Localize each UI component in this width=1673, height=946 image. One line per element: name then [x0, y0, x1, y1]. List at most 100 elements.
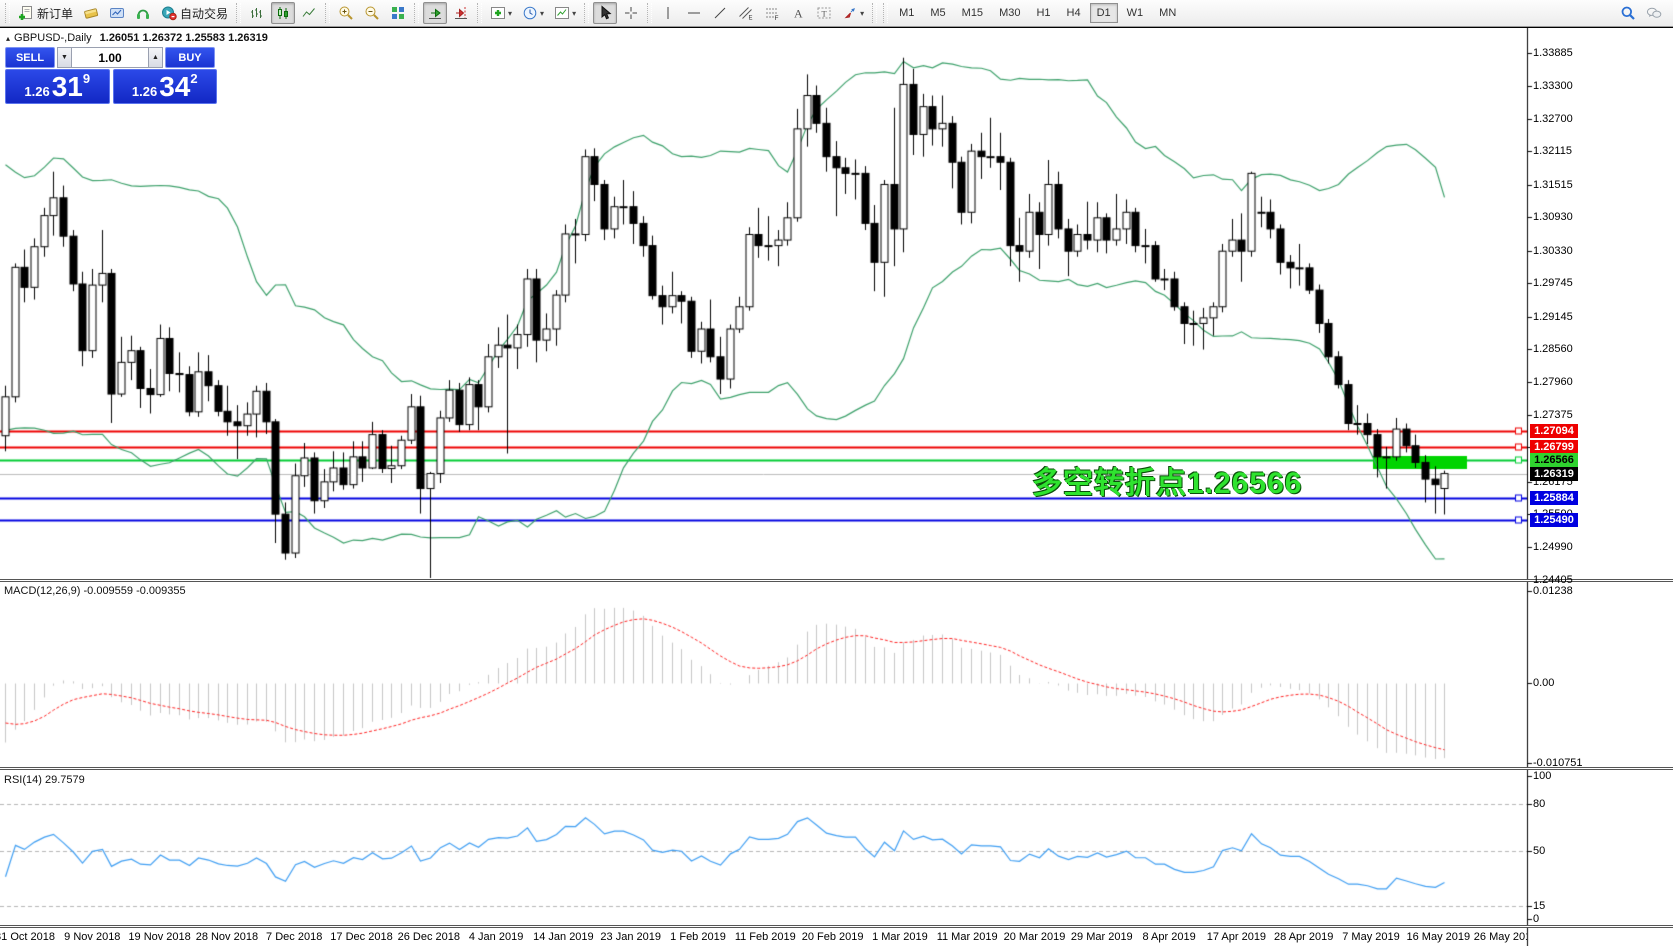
zoom-out-button[interactable]: [360, 2, 384, 24]
timeframe-d1-button[interactable]: D1: [1089, 3, 1118, 23]
date-axis-label: 17 Apr 2019: [1206, 931, 1267, 943]
zoom-in-button[interactable]: [334, 2, 358, 24]
sell-price-display[interactable]: 1.26 31 9: [5, 69, 110, 104]
svg-text:T: T: [822, 9, 828, 19]
candlestick-type-button[interactable]: [271, 2, 296, 24]
fibonacci-button[interactable]: F: [760, 2, 784, 24]
search-button[interactable]: [1616, 2, 1640, 24]
pane-separator[interactable]: [0, 925, 1673, 928]
price-chart-canvas[interactable]: [0, 28, 1673, 946]
signals-button[interactable]: [131, 2, 155, 24]
toolbar-grip: [325, 3, 331, 23]
line-chart-icon: [301, 5, 317, 21]
auto-trading-button[interactable]: 自动交易: [157, 2, 232, 24]
profiles-button[interactable]: [105, 2, 129, 24]
tile-windows-icon: [390, 5, 406, 21]
templates-button[interactable]: ▾: [550, 2, 580, 24]
svg-text:E: E: [749, 16, 753, 22]
date-axis[interactable]: 31 Oct 2018 9 Nov 2018 19 Nov 2018 28 Nov 2…: [0, 927, 1527, 946]
price-axis-tick: 1.32700: [1533, 112, 1573, 125]
indicators-icon: [490, 5, 506, 21]
svg-text:A: A: [794, 7, 803, 21]
tile-windows-button[interactable]: [386, 2, 410, 24]
date-axis-label: 11 Feb 2019: [734, 931, 796, 943]
support-line-1-tag: 1.25884: [1530, 490, 1578, 505]
macd-axis-tick: 0.01238: [1533, 585, 1573, 597]
toolbar-grip: [5, 3, 10, 23]
date-axis-label: 14 Jan 2019: [533, 931, 594, 943]
auto-scroll-button[interactable]: [423, 2, 448, 24]
crosshair-icon: [623, 5, 639, 21]
date-axis-label: 29 Mar 2019: [1070, 931, 1133, 943]
date-axis-label: 9 Nov 2018: [64, 931, 121, 943]
timeframe-w1-button[interactable]: W1: [1126, 7, 1144, 19]
chat-button[interactable]: [1642, 2, 1666, 24]
date-axis-label: 26 May 2019: [1473, 931, 1527, 943]
market-watch-button[interactable]: [79, 2, 103, 24]
timeframe-mn-button[interactable]: MN: [1159, 7, 1177, 19]
price-axis-tick: 1.27375: [1533, 408, 1573, 421]
crosshair-button[interactable]: [619, 2, 643, 24]
auto-trading-button-label: 自动交易: [180, 6, 229, 21]
buy-price-display[interactable]: 1.26 34 2: [112, 69, 217, 104]
dropdown-caret-icon: ▾: [540, 8, 545, 18]
text-label-button[interactable]: T: [812, 2, 836, 24]
pane-separator[interactable]: [0, 767, 1673, 770]
toolbar-buttons: 新订单 自动交易 ▾ ▾ ▾ E F A T ▾: [13, 2, 880, 24]
date-axis-label: 28 Apr 2019: [1274, 931, 1334, 943]
price-axis-tick: 1.30330: [1533, 244, 1573, 257]
volume-decrease-button[interactable]: ▼: [57, 47, 72, 68]
timeframe-m1-button[interactable]: M1: [899, 7, 915, 19]
timeframe-m15-button[interactable]: M15: [961, 7, 984, 19]
vertical-line-button[interactable]: [656, 2, 680, 24]
timeframe-m5-button[interactable]: M5: [930, 7, 946, 19]
indicators-button[interactable]: ▾: [486, 2, 516, 24]
collapse-triangle-icon[interactable]: ▴: [6, 33, 11, 43]
date-axis-label: 28 Nov 2018: [195, 931, 259, 943]
buy-button[interactable]: BUY: [165, 47, 215, 68]
label-icon: T: [816, 5, 832, 21]
toolbar: 新订单 自动交易 ▾ ▾ ▾ E F A T ▾ M1 M5 M15 M30 H1 H4 D1 W1 MN: [0, 0, 1673, 27]
arrows-button[interactable]: ▾: [838, 2, 868, 24]
vertical-line-icon: [660, 5, 676, 21]
date-axis-label: 20 Feb 2019: [801, 931, 864, 943]
rsi-axis-tick: 50: [1533, 845, 1546, 858]
sell-price-pip: 9: [82, 71, 91, 86]
equidistant-channel-button[interactable]: E: [734, 2, 758, 24]
gold-chip-icon: [83, 5, 99, 21]
chart-shift-button[interactable]: [449, 2, 473, 24]
timeframe-h4-button[interactable]: H4: [1066, 7, 1081, 19]
auto-trading-icon: [161, 5, 177, 21]
new-order-icon: [18, 5, 34, 21]
price-axis-tick: 1.27960: [1533, 376, 1573, 389]
rsi-axis-tick: 100: [1533, 770, 1552, 782]
new-order-button[interactable]: 新订单: [14, 2, 77, 24]
bar-chart-type-button[interactable]: [245, 2, 269, 24]
macd-signal-value: -0.009355: [136, 585, 186, 597]
volume-input[interactable]: [72, 47, 148, 68]
trendline-button[interactable]: [708, 2, 732, 24]
horizontal-line-button[interactable]: [682, 2, 706, 24]
pivot-annotation-text[interactable]: 多空转折点1.26566: [1032, 467, 1303, 500]
dropdown-caret-icon: ▾: [860, 8, 865, 18]
date-axis-label: 20 Mar 2019: [1003, 931, 1066, 943]
pane-separator[interactable]: [0, 579, 1673, 582]
macd-label: MACD(12,26,9) -0.009559 -0.009355: [4, 585, 186, 597]
horizontal-line-icon: [686, 5, 702, 21]
price-axis-tick: 1.24405: [1533, 574, 1573, 586]
cursor-button[interactable]: [593, 2, 618, 24]
timeframe-m30-button[interactable]: M30: [999, 7, 1021, 19]
sell-button[interactable]: SELL: [5, 47, 55, 68]
toolbar-grip: [883, 3, 889, 23]
price-axis-tick: 1.32115: [1533, 145, 1572, 158]
date-axis-label: 4 Jan 2019: [468, 931, 524, 943]
timeframe-h1-button[interactable]: H1: [1036, 7, 1051, 19]
symbol-period-label: GBPUSD-,Daily: [14, 32, 92, 44]
periods-button[interactable]: ▾: [518, 2, 548, 24]
price-axis-tick: 1.29745: [1533, 277, 1573, 290]
text-button[interactable]: A: [786, 2, 810, 24]
rsi-axis-tick: 0: [1533, 913, 1540, 925]
macd-main-value: -0.009559: [83, 585, 134, 597]
volume-increase-button[interactable]: ▲: [148, 47, 163, 68]
line-chart-type-button[interactable]: [297, 2, 321, 24]
